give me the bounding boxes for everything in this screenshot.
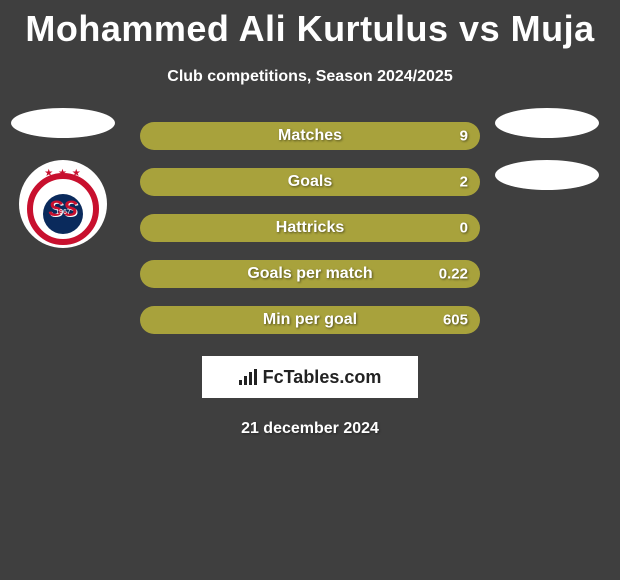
stat-bar-goals: Goals 2 bbox=[140, 168, 480, 196]
stat-bars: Matches 9 Goals 2 Hattricks 0 Goals per … bbox=[140, 122, 480, 352]
footer-date: 21 december 2024 bbox=[0, 420, 620, 438]
stat-bar-matches: Matches 9 bbox=[140, 122, 480, 150]
bar-chart-icon bbox=[239, 369, 259, 385]
club-badge-left: ★ ★ ★ SS 1967 bbox=[19, 160, 107, 248]
stat-bar-min-per-goal: Min per goal 605 bbox=[140, 306, 480, 334]
badge-year: 1967 bbox=[55, 209, 71, 216]
page-title: Mohammed Ali Kurtulus vs Muja bbox=[0, 0, 620, 50]
bar-value-right: 0 bbox=[460, 220, 468, 237]
player-left-column: ★ ★ ★ SS 1967 bbox=[8, 108, 118, 248]
stat-bar-goals-per-match: Goals per match 0.22 bbox=[140, 260, 480, 288]
bar-value-right: 9 bbox=[460, 128, 468, 145]
bar-label: Goals bbox=[288, 173, 332, 191]
club-badge-right-placeholder bbox=[495, 160, 599, 190]
bar-value-right: 0.22 bbox=[439, 266, 468, 283]
bar-label: Matches bbox=[278, 127, 342, 145]
brand-box[interactable]: FcTables.com bbox=[202, 356, 418, 398]
bar-label: Hattricks bbox=[276, 219, 344, 237]
bar-value-right: 605 bbox=[443, 312, 468, 329]
bar-value-right: 2 bbox=[460, 174, 468, 191]
subtitle: Club competitions, Season 2024/2025 bbox=[0, 68, 620, 86]
brand-text: FcTables.com bbox=[263, 367, 382, 388]
stat-bar-hattricks: Hattricks 0 bbox=[140, 214, 480, 242]
bar-label: Min per goal bbox=[263, 311, 357, 329]
player-right-column bbox=[492, 108, 602, 212]
player-left-photo-placeholder bbox=[11, 108, 115, 138]
player-right-photo-placeholder bbox=[495, 108, 599, 138]
comparison-content: ★ ★ ★ SS 1967 Matches 9 Goals 2 Hattrick… bbox=[0, 122, 620, 342]
bar-label: Goals per match bbox=[247, 265, 372, 283]
